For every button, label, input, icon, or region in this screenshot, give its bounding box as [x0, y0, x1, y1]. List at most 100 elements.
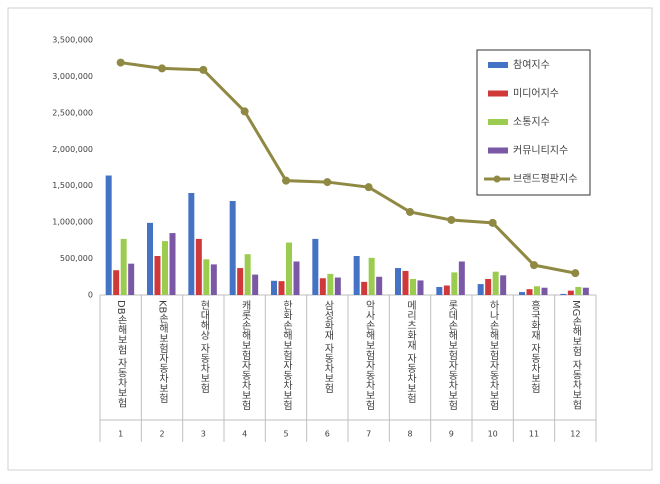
x-tick-label: 한화손해보험자동차보험 [281, 300, 293, 410]
bar [519, 292, 525, 295]
x-tick-label: 롯데손해보험자동차보험 [446, 300, 458, 410]
legend-label: 참여지수 [513, 59, 550, 71]
bar [188, 193, 195, 295]
bar [203, 259, 210, 295]
bar [252, 274, 259, 295]
line-marker [323, 178, 332, 187]
line-marker [240, 107, 249, 116]
legend-label: 소통지수 [513, 116, 550, 128]
line-marker [406, 207, 414, 216]
category-rank: 3 [201, 430, 206, 439]
line-marker [116, 58, 125, 67]
line-marker [530, 261, 538, 270]
bar [451, 272, 458, 295]
bar [582, 287, 589, 295]
category-rank: 11 [529, 430, 539, 439]
bar [541, 287, 548, 295]
bar [105, 175, 112, 295]
bar [293, 261, 300, 295]
bar [436, 286, 443, 295]
bar [169, 233, 176, 295]
x-tick-label: KB손해보험자동차보험 [157, 300, 169, 403]
y-tick-label: 1,000,000 [52, 218, 93, 227]
bar [526, 289, 533, 295]
bar [376, 276, 383, 295]
x-tick-label: 악사손해보험자동차보험 [363, 300, 375, 410]
legend-swatch [488, 90, 508, 97]
category-rank: 9 [449, 430, 454, 439]
bar [154, 256, 161, 295]
category-rank: 6 [325, 430, 330, 439]
line-marker [158, 64, 166, 73]
x-tick-label: 현대해상 자동차보험 [198, 300, 210, 393]
category-rank: 5 [283, 430, 288, 439]
y-tick-label: 1,500,000 [52, 181, 93, 190]
x-tick-label: 하나손해보험자동차보험 [487, 299, 499, 410]
bar [353, 256, 360, 295]
category-rank: 8 [407, 430, 412, 439]
bar [485, 278, 492, 295]
x-tick-label: 메리츠화재 자동차보험 [405, 300, 417, 403]
bar [567, 290, 574, 295]
bar [368, 257, 375, 295]
bar [402, 270, 409, 295]
x-tick-label: 캐롯손해보험자동차보험 [239, 300, 251, 410]
line-marker [199, 65, 208, 74]
line [120, 61, 576, 275]
legend-label: 미디어지수 [513, 88, 559, 100]
legend-swatch [493, 175, 501, 183]
category-rank: 4 [242, 430, 247, 439]
bar [458, 261, 465, 295]
bar [492, 271, 499, 295]
bar [244, 254, 251, 295]
category-rank: 7 [366, 430, 371, 439]
bar [278, 281, 285, 295]
legend-label: 커뮤니티지수 [513, 145, 568, 157]
y-tick-label: 3,000,000 [52, 72, 93, 81]
y-tick-label: 2,000,000 [52, 145, 93, 154]
category-rank: 10 [488, 430, 498, 439]
bar [120, 238, 127, 295]
bar [229, 201, 236, 295]
bar [162, 241, 168, 295]
x-tick-label: MG손해보험 자동차보험 [570, 300, 582, 410]
bar [410, 278, 416, 295]
legend-swatch [488, 147, 508, 154]
bar [417, 280, 424, 295]
bar [395, 268, 401, 295]
category-rank: 2 [159, 430, 164, 439]
bar [500, 275, 507, 295]
category-rank: 1 [118, 430, 123, 439]
bar [237, 268, 244, 295]
bar [210, 264, 217, 295]
legend-swatch [488, 119, 508, 125]
bar [286, 242, 292, 295]
line-marker [571, 269, 580, 278]
y-tick-label: 3,500,000 [52, 36, 93, 45]
bar [361, 281, 368, 295]
bar [575, 286, 582, 295]
bar [560, 293, 567, 295]
bar [271, 280, 277, 295]
legend-label: 브랜드평판지수 [513, 173, 577, 185]
bar [319, 278, 326, 295]
line-marker [488, 218, 497, 227]
x-tick-label: DB손해보험 자동차보험 [115, 300, 127, 408]
category-rank: 12 [570, 430, 580, 439]
line-marker [447, 215, 456, 224]
bar [195, 238, 202, 295]
y-tick-label: 2,500,000 [52, 108, 93, 117]
bar [312, 238, 319, 295]
y-tick-label: 500,000 [60, 254, 93, 263]
bar [327, 273, 334, 295]
y-tick-label: 0 [88, 291, 93, 300]
x-tick-label: 삼성화재 자동차보험 [322, 300, 334, 393]
bar [147, 222, 153, 295]
bar [128, 263, 135, 295]
line-marker [364, 183, 373, 192]
legend-swatch [488, 62, 508, 68]
bar [477, 284, 484, 295]
bar [113, 270, 120, 295]
line-marker [282, 176, 290, 185]
